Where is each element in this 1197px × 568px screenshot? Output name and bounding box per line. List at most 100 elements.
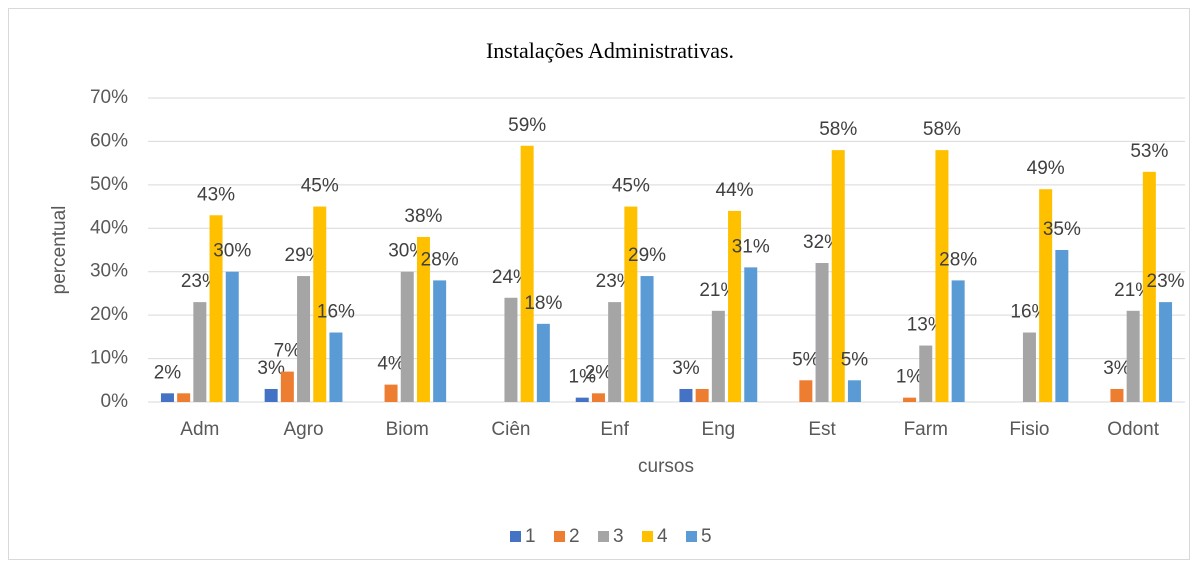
x-tick-label: Fisio — [1009, 419, 1049, 440]
legend-swatch — [642, 531, 653, 542]
bar — [744, 267, 758, 402]
data-label: 23% — [1147, 271, 1185, 292]
legend-label: 4 — [657, 526, 668, 547]
legend-label: 1 — [525, 526, 536, 547]
data-label: 29% — [628, 245, 666, 266]
data-label: 38% — [404, 206, 442, 227]
x-tick-label: Biom — [386, 419, 429, 440]
data-label: 58% — [819, 119, 857, 140]
data-label: 1% — [569, 367, 597, 388]
y-tick-label: 40% — [90, 217, 128, 238]
bar — [1142, 171, 1156, 402]
bar — [919, 345, 933, 402]
bar — [504, 297, 518, 402]
data-label: 16% — [1010, 302, 1048, 323]
bar — [400, 271, 414, 402]
bar — [591, 393, 605, 402]
bar — [225, 271, 239, 402]
data-label: 16% — [317, 302, 355, 323]
data-label: 2% — [585, 362, 613, 383]
legend-swatch — [686, 531, 697, 542]
data-label: 21% — [1114, 280, 1152, 301]
data-label: 24% — [492, 267, 530, 288]
bar — [264, 388, 278, 402]
bar — [575, 397, 589, 402]
bar — [935, 150, 949, 402]
bar — [951, 280, 965, 402]
x-axis-label: cursos — [638, 456, 694, 477]
data-label: 29% — [285, 245, 323, 266]
bar — [1022, 332, 1036, 402]
bar — [679, 388, 693, 402]
bar — [640, 276, 654, 402]
data-label: 28% — [421, 249, 459, 270]
x-tick-label: Enf — [600, 419, 629, 440]
bar — [433, 280, 447, 402]
data-label: 1% — [896, 367, 924, 388]
legend-label: 2 — [569, 526, 580, 547]
data-label: 4% — [377, 354, 405, 375]
legend-swatch — [598, 531, 609, 542]
x-tick-label: Est — [808, 419, 836, 440]
legend-swatch — [554, 531, 565, 542]
legend-label: 5 — [701, 526, 712, 547]
data-label: 23% — [181, 271, 219, 292]
x-tick-label: Odont — [1107, 419, 1159, 440]
bar — [416, 236, 430, 402]
bar — [280, 371, 294, 402]
y-axis-label: percentual — [49, 206, 70, 295]
bar — [160, 393, 174, 402]
y-tick-label: 10% — [90, 348, 128, 369]
data-label: 45% — [301, 176, 339, 197]
data-label: 59% — [508, 115, 546, 136]
legend-label: 3 — [613, 526, 624, 547]
data-label: 3% — [257, 358, 285, 379]
bar — [847, 380, 861, 402]
data-label: 43% — [197, 184, 235, 205]
bar — [193, 302, 207, 402]
bar — [903, 397, 917, 402]
data-label: 44% — [716, 180, 754, 201]
bar — [815, 263, 829, 402]
y-tick-label: 20% — [90, 304, 128, 325]
bar — [177, 393, 191, 402]
data-label: 3% — [672, 358, 700, 379]
bar — [536, 323, 550, 402]
bar — [695, 388, 709, 402]
bar — [1126, 310, 1140, 402]
bar — [799, 380, 813, 402]
chart-title: Instalações Administrativas. — [486, 38, 734, 63]
y-tick-label: 30% — [90, 261, 128, 282]
x-tick-label: Ciên — [491, 419, 530, 440]
data-label: 5% — [792, 349, 820, 370]
data-label: 53% — [1130, 141, 1168, 162]
bar — [209, 215, 223, 402]
y-tick-label: 50% — [90, 174, 128, 195]
data-label: 28% — [939, 249, 977, 270]
bar — [1039, 189, 1053, 402]
bar — [1159, 302, 1173, 402]
legend-swatch — [510, 531, 521, 542]
data-label: 2% — [154, 362, 182, 383]
x-tick-label: Eng — [701, 419, 735, 440]
bar — [384, 384, 398, 402]
bar — [297, 276, 311, 402]
data-label: 13% — [907, 315, 945, 336]
data-label: 21% — [699, 280, 737, 301]
data-label: 58% — [923, 119, 961, 140]
data-label: 49% — [1027, 158, 1065, 179]
data-label: 35% — [1043, 219, 1081, 240]
bar — [711, 310, 725, 402]
data-label: 7% — [274, 341, 302, 362]
x-tick-label: Adm — [180, 419, 219, 440]
data-label: 30% — [388, 241, 426, 262]
y-tick-label: 70% — [90, 87, 128, 108]
data-label: 3% — [1103, 358, 1131, 379]
bar — [1110, 388, 1124, 402]
bar — [831, 150, 845, 402]
y-tick-label: 0% — [101, 391, 129, 412]
data-label: 23% — [596, 271, 634, 292]
y-tick-label: 60% — [90, 130, 128, 151]
data-label: 45% — [612, 176, 650, 197]
